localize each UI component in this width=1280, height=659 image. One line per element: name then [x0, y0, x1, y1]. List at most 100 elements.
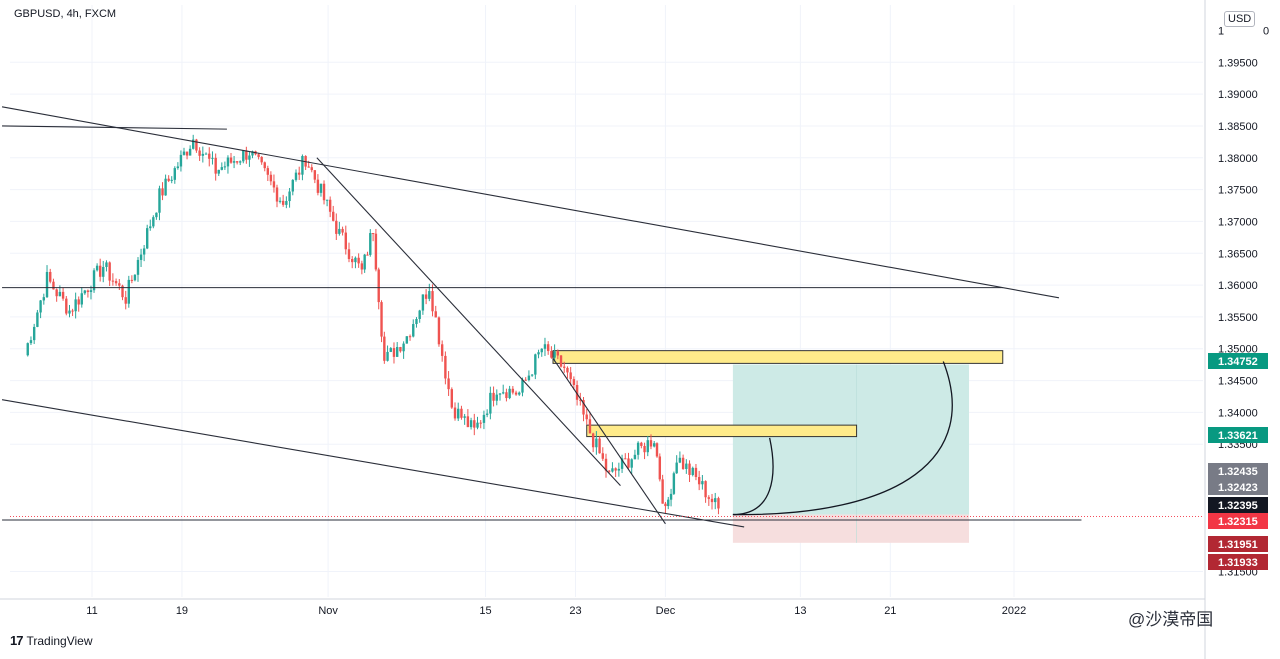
candle-body: [133, 274, 137, 281]
candle-body: [285, 201, 288, 205]
candle-body: [559, 355, 563, 367]
y-tick-label: 1.37500: [1218, 185, 1258, 197]
candle-body: [377, 269, 380, 303]
candle-body: [399, 347, 402, 352]
candle-body: [92, 270, 96, 291]
candle-body: [694, 467, 698, 478]
y-tick-label: 1.34000: [1218, 407, 1258, 419]
price-tag-high: [1208, 463, 1268, 479]
candle-body: [386, 351, 389, 361]
currency-badge[interactable]: USD: [1224, 11, 1256, 27]
candle-body: [42, 297, 46, 301]
candle-body: [482, 414, 486, 423]
candle-body: [310, 167, 313, 171]
candle-body: [226, 157, 230, 167]
candle-body: [344, 232, 347, 250]
candle-body: [418, 310, 421, 319]
candle-body: [111, 280, 115, 282]
candle-body: [124, 297, 127, 304]
candle-body: [614, 468, 617, 471]
candle-body: [260, 156, 263, 163]
brand[interactable]: 17 TradingView: [10, 633, 93, 648]
price-tag-low: [1208, 554, 1268, 570]
candle-body: [463, 416, 466, 418]
candle-body: [319, 183, 323, 193]
price-tag-label: 1.32315: [1218, 516, 1258, 528]
y-tick-label: 1.38500: [1218, 121, 1258, 133]
candle-body: [71, 310, 74, 312]
candle-body: [591, 433, 595, 448]
candle-body: [360, 263, 364, 270]
candle-body: [405, 336, 409, 344]
candle-body: [149, 226, 152, 229]
candle-body: [546, 344, 550, 352]
descending-2: [552, 357, 666, 525]
candle-body: [182, 151, 186, 155]
x-tick-label: 21: [884, 605, 896, 617]
projection-arc-large: [732, 361, 953, 516]
candle-body: [617, 468, 621, 471]
candle-body: [357, 257, 360, 264]
candle-body: [543, 344, 547, 349]
candle-body: [492, 392, 495, 401]
symbol-title[interactable]: GBPUSD, 4h, FXCM: [14, 8, 117, 20]
candle-body: [563, 366, 566, 368]
y-tick-label: 1.35000: [1218, 344, 1258, 356]
candle-body: [646, 440, 649, 453]
candle-body: [710, 498, 714, 503]
candle-body: [489, 392, 492, 414]
candle-body: [298, 172, 301, 175]
candle-body: [383, 336, 386, 361]
candle-body: [291, 179, 294, 192]
candle-body: [136, 259, 140, 275]
candle-body: [325, 199, 329, 201]
candle-body: [127, 279, 130, 304]
candle-body: [661, 479, 664, 504]
candle-body: [328, 199, 332, 212]
candle-body: [697, 477, 701, 485]
candle-body: [530, 374, 534, 376]
candle-body: [179, 154, 183, 167]
price-tags: 1.34752 1.33621 1.32435 1.32423 1.32395 1.323…: [1208, 353, 1268, 570]
candle-body: [457, 408, 460, 419]
candle-body: [185, 151, 189, 156]
candle-body: [440, 344, 444, 356]
y-tick-label: 1.36500: [1218, 248, 1258, 260]
candle-body: [229, 157, 233, 163]
candle-body: [39, 300, 42, 313]
candle-body: [201, 153, 205, 156]
candle-body: [611, 468, 614, 472]
price-tag-label: 1.32435: [1218, 466, 1258, 478]
candle-body: [553, 351, 556, 358]
price-tag-stop: [1208, 536, 1268, 552]
candle-body: [164, 178, 167, 196]
candle-body: [402, 343, 405, 352]
candle-body: [223, 166, 227, 168]
lower-channel: [1, 399, 745, 528]
candle-body: [257, 154, 260, 157]
upper-channel: [1, 106, 1060, 299]
candle-body: [437, 317, 441, 345]
candle-body: [681, 457, 685, 469]
candle-body: [691, 467, 694, 475]
candle-body: [36, 312, 39, 327]
candle-body: [155, 212, 158, 218]
price-tag-target: [1208, 353, 1268, 369]
candle-body: [130, 279, 134, 281]
candle-body: [392, 348, 396, 357]
candle-body: [217, 169, 220, 174]
candle-body: [251, 151, 254, 156]
price-tag-last: [1208, 497, 1268, 513]
candle-body: [537, 352, 540, 355]
candle-body: [714, 498, 717, 503]
candle-body: [158, 188, 161, 213]
candle-body: [313, 170, 317, 180]
candle-body: [588, 419, 592, 434]
candle-body: [675, 462, 678, 474]
upper-supply-zone: [552, 350, 1004, 364]
candle-body: [508, 388, 511, 399]
candle-body: [453, 407, 457, 419]
candle-body: [188, 148, 192, 156]
